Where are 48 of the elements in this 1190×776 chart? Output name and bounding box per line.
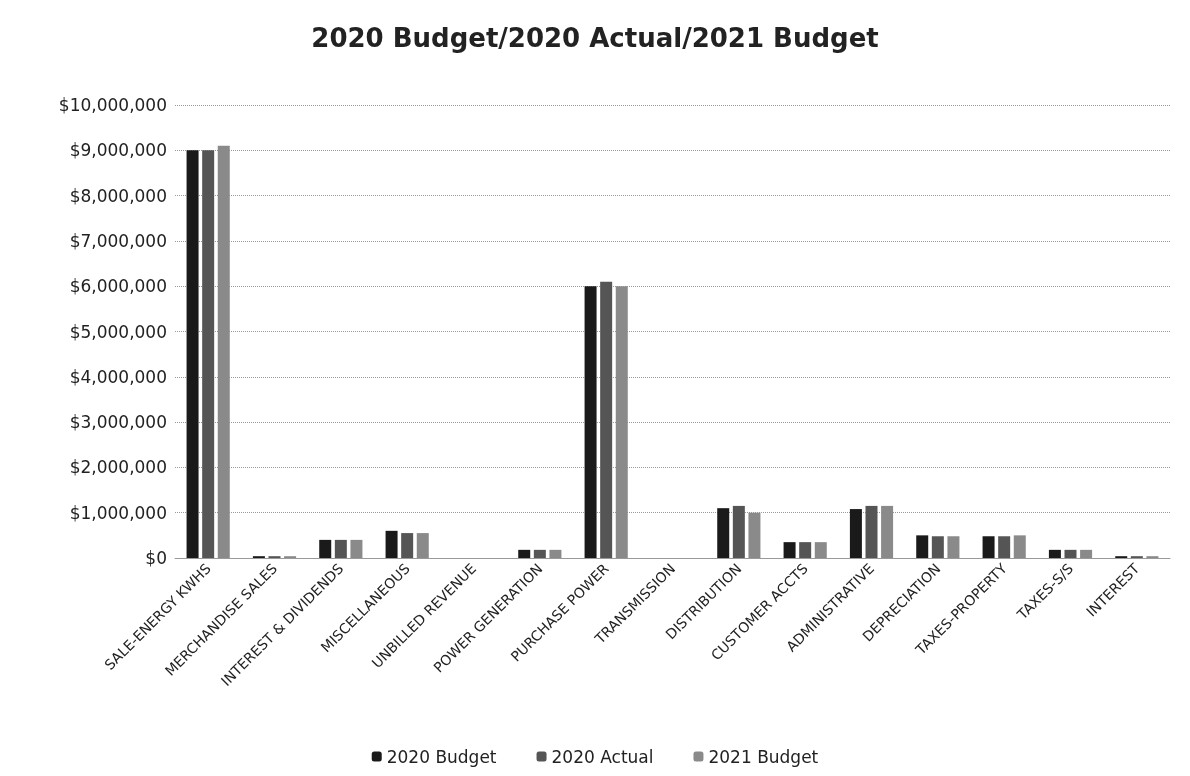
bar [916, 535, 929, 558]
y-tick-label: $4,000,000 [69, 366, 167, 387]
bar [1064, 549, 1077, 558]
bar [783, 542, 796, 558]
bar [334, 539, 347, 558]
legend-label: 2021 Budget [708, 746, 819, 767]
bar [748, 512, 761, 558]
legend-label: 2020 Budget [386, 746, 497, 767]
bar [350, 539, 363, 558]
bar [385, 530, 398, 558]
bar [615, 286, 628, 558]
y-tick-label: $0 [145, 548, 167, 568]
y-tick-label: $9,000,000 [69, 140, 167, 161]
bar [217, 145, 230, 558]
y-tick-label: $2,000,000 [69, 457, 167, 478]
bar [186, 150, 199, 558]
bar [518, 549, 531, 558]
y-tick-label: $6,000,000 [69, 276, 167, 297]
bar [549, 549, 562, 558]
bar [1048, 549, 1061, 558]
bar [931, 536, 944, 558]
y-tick-label: $5,000,000 [69, 321, 167, 342]
bar [533, 549, 546, 558]
chart-title: 2020 Budget/2020 Actual/2021 Budget [311, 23, 879, 53]
bar [401, 533, 414, 558]
y-tick-label: $8,000,000 [69, 185, 167, 206]
bar [947, 536, 960, 558]
legend-label: 2020 Actual [551, 746, 654, 767]
bar [799, 542, 812, 558]
bar [998, 536, 1011, 558]
bar [732, 505, 745, 558]
bar [319, 539, 332, 558]
y-tick-label: $10,000,000 [58, 95, 167, 115]
bar [982, 536, 995, 558]
bar [849, 509, 862, 558]
bar [865, 505, 878, 558]
bar [1080, 549, 1093, 558]
bar [717, 508, 730, 558]
bar [881, 505, 894, 558]
y-tick-label: $3,000,000 [69, 412, 167, 433]
bar [584, 286, 597, 558]
bar [600, 281, 613, 558]
y-tick-label: $7,000,000 [69, 230, 167, 251]
y-tick-label: $1,000,000 [69, 502, 167, 523]
bar [1013, 535, 1026, 558]
bar [416, 533, 429, 558]
bar [814, 542, 827, 558]
bar [202, 150, 215, 558]
